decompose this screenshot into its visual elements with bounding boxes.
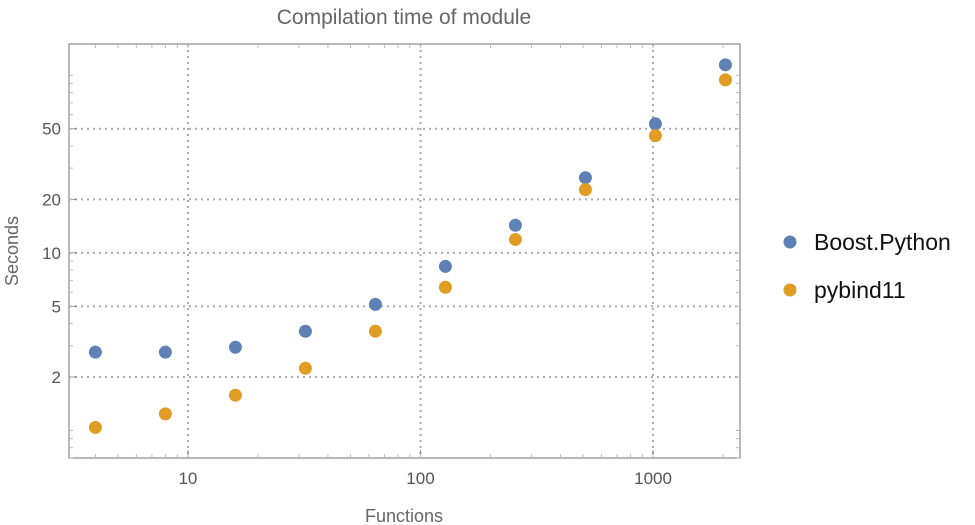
point-pybind11 <box>368 324 382 338</box>
point-boost-python <box>298 324 312 338</box>
y-tick-label: 50 <box>42 120 61 139</box>
point-boost-python <box>158 345 172 359</box>
point-pybind11 <box>578 183 592 197</box>
legend-label-pybind11: pybind11 <box>814 277 906 303</box>
y-tick-label: 5 <box>52 297 61 316</box>
point-boost-python <box>578 171 592 185</box>
legend-marker-boost-python <box>783 235 797 249</box>
point-pybind11 <box>438 280 452 294</box>
point-pybind11 <box>88 420 102 434</box>
point-boost-python <box>228 340 242 354</box>
plot-frame <box>68 43 741 459</box>
chart-title: Compilation time of module <box>277 6 531 29</box>
point-boost-python <box>718 58 732 72</box>
legend-marker-pybind11 <box>783 283 797 297</box>
y-tick-label: 20 <box>42 190 61 209</box>
point-pybind11 <box>158 407 172 421</box>
y-tick-label: 10 <box>42 244 61 263</box>
legend: Boost.Python pybind11 <box>783 229 951 303</box>
point-pybind11 <box>228 388 242 402</box>
data-points <box>88 58 732 434</box>
point-pybind11 <box>298 361 312 375</box>
x-tick-label: 1000 <box>634 469 672 488</box>
x-tick-label: 100 <box>406 469 434 488</box>
point-boost-python <box>648 117 662 131</box>
x-axis-label: Functions <box>365 506 443 525</box>
x-tick-label: 10 <box>178 469 197 488</box>
grid <box>69 44 740 458</box>
point-boost-python <box>508 218 522 232</box>
axis-ticks: 10 100 1000 2 5 10 20 50 <box>42 44 740 488</box>
point-pybind11 <box>648 129 662 143</box>
point-boost-python <box>438 259 452 273</box>
y-tick-label: 2 <box>52 368 61 387</box>
point-pybind11 <box>718 73 732 87</box>
legend-label-boost-python: Boost.Python <box>814 229 951 255</box>
y-axis-label: Seconds <box>2 216 22 286</box>
point-pybind11 <box>508 232 522 246</box>
point-boost-python <box>88 345 102 359</box>
point-boost-python <box>368 297 382 311</box>
